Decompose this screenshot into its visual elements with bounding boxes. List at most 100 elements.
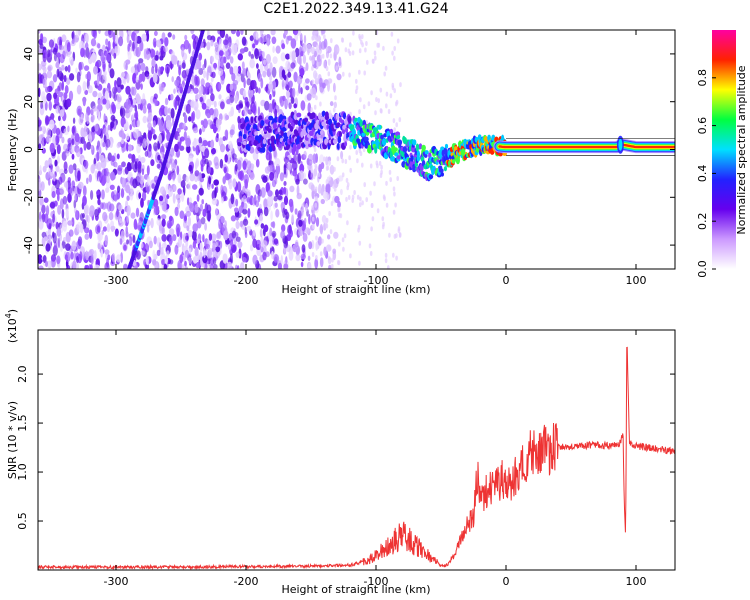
noise-dot <box>271 36 277 45</box>
noise-dot <box>140 183 144 191</box>
noise-dot <box>298 219 303 227</box>
signal-dot <box>393 147 398 152</box>
noise-dot <box>387 109 391 114</box>
noise-dot <box>242 195 247 203</box>
noise-dot <box>102 141 106 148</box>
noise-dot <box>64 66 69 72</box>
signal-dot <box>327 118 333 126</box>
noise-dot <box>319 224 324 235</box>
noise-dot <box>161 226 165 235</box>
noise-dot <box>236 181 242 193</box>
noise-dot <box>201 199 204 205</box>
noise-dot <box>160 66 165 72</box>
noise-dot <box>38 38 43 46</box>
noise-dot <box>362 104 366 110</box>
noise-dot <box>63 143 69 152</box>
noise-dot <box>365 197 369 203</box>
noise-dot <box>156 249 161 257</box>
noise-dot <box>52 47 58 55</box>
noise-dot <box>125 133 130 141</box>
noise-dot <box>307 262 312 269</box>
noise-dot <box>225 114 230 120</box>
noise-dot <box>49 201 56 209</box>
noise-dot <box>272 221 276 229</box>
noise-dot <box>314 186 318 192</box>
signal-dot <box>242 133 247 140</box>
noise-dot <box>187 182 192 190</box>
noise-dot <box>244 96 249 106</box>
noise-dot <box>140 197 144 208</box>
noise-dot <box>163 45 168 53</box>
noise-dot <box>64 85 69 94</box>
noise-dot <box>264 100 270 111</box>
noise-dot <box>231 153 237 160</box>
noise-dot <box>298 83 301 94</box>
noise-dot <box>140 83 143 90</box>
x-tick-label: -300 <box>104 274 129 287</box>
noise-dot <box>307 255 311 261</box>
noise-dot <box>363 182 367 188</box>
noise-dot <box>327 58 331 66</box>
noise-dot <box>84 89 89 95</box>
noise-dot <box>271 179 277 188</box>
noise-dot <box>195 93 200 100</box>
noise-dot <box>184 215 187 222</box>
noise-dot <box>393 46 397 51</box>
noise-dot <box>317 35 321 40</box>
noise-dot <box>131 119 138 128</box>
noise-dot <box>260 30 263 38</box>
noise-dot <box>155 63 158 74</box>
noise-dot <box>146 225 150 233</box>
noise-dot <box>311 87 317 99</box>
noise-dot <box>116 93 122 104</box>
noise-dot <box>79 61 84 70</box>
noise-dot <box>311 35 315 41</box>
noise-dot <box>267 190 273 197</box>
noise-dot <box>269 227 273 237</box>
noise-dot <box>224 50 229 57</box>
noise-dot <box>336 47 340 53</box>
noise-dot <box>329 53 333 59</box>
noise-dot <box>308 213 311 225</box>
noise-dot <box>216 231 222 240</box>
noise-dot <box>253 194 257 206</box>
noise-dot <box>310 171 314 181</box>
noise-dot <box>59 54 65 64</box>
signal-dot <box>389 150 393 159</box>
noise-dot <box>378 160 382 166</box>
noise-dot <box>98 172 103 183</box>
noise-dot <box>260 187 266 198</box>
noise-dot <box>298 65 304 74</box>
x-tick-label: 100 <box>626 575 647 588</box>
noise-dot <box>325 156 329 166</box>
noise-dot <box>147 130 153 141</box>
signal-dot <box>254 131 258 136</box>
noise-dot <box>183 220 188 229</box>
signal-dot <box>324 114 330 121</box>
noise-dot <box>353 190 356 195</box>
x-tick-label: -100 <box>364 274 389 287</box>
noise-dot <box>319 257 324 268</box>
noise-dot <box>348 72 351 78</box>
noise-dot <box>343 233 347 239</box>
noise-dot <box>135 93 140 103</box>
noise-dot <box>92 90 98 98</box>
noise-dot <box>283 156 290 164</box>
noise-dot <box>177 259 183 269</box>
noise-dot <box>43 197 49 203</box>
noise-dot <box>212 123 217 134</box>
noise-dot <box>379 87 383 93</box>
noise-dot <box>371 216 375 222</box>
noise-dot <box>327 234 331 240</box>
noise-dot <box>209 55 215 63</box>
noise-dot <box>314 258 319 269</box>
noise-dot <box>374 110 377 116</box>
noise-dot <box>174 143 179 153</box>
noise-dot <box>191 230 197 241</box>
noise-dot <box>98 146 102 155</box>
noise-dot <box>228 182 233 190</box>
noise-dot <box>56 255 61 265</box>
noise-dot <box>54 179 60 190</box>
noise-dot <box>213 62 218 69</box>
